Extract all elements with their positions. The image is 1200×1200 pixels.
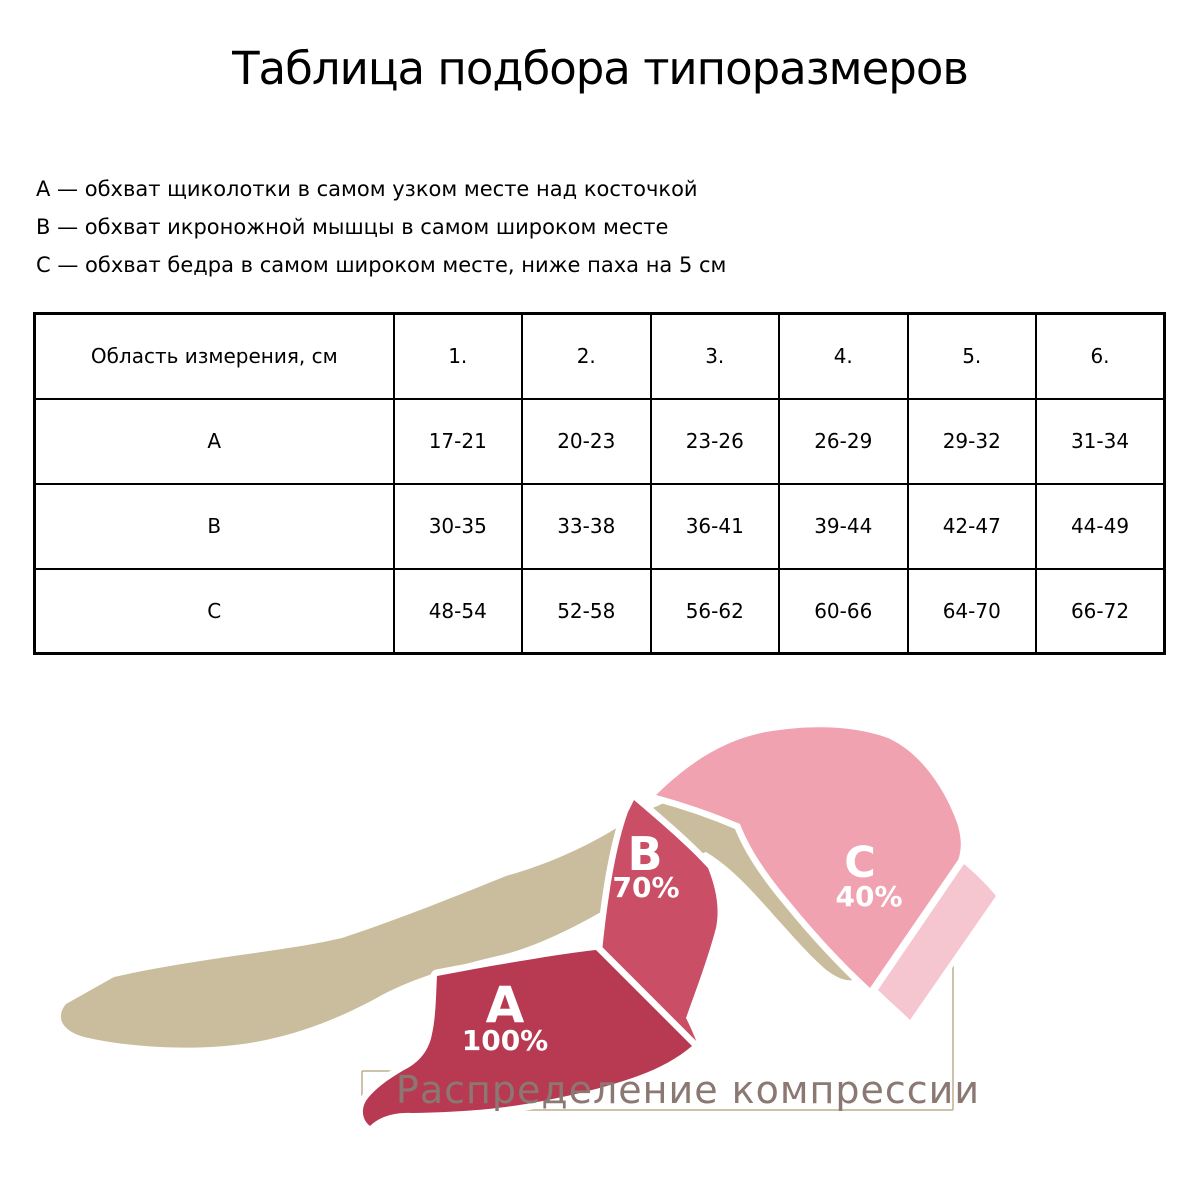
table-header-size-6: 6. bbox=[1035, 312, 1166, 400]
table-header-size-4: 4. bbox=[778, 312, 909, 400]
table-cell: 56-62 bbox=[649, 567, 780, 655]
table-cell: 31-34 bbox=[1035, 397, 1166, 485]
table-cell: 44-49 bbox=[1035, 482, 1166, 570]
zone-a-percent: 100% bbox=[462, 1024, 549, 1057]
table-cell: 39-44 bbox=[778, 482, 909, 570]
zone-a-shape bbox=[356, 943, 699, 1133]
zone-b-shape bbox=[595, 793, 725, 1053]
table-cell: 20-23 bbox=[521, 397, 652, 485]
row-label: C bbox=[33, 567, 395, 655]
size-table: Область измерения, см 1. 2. 3. 4. 5. 6. … bbox=[33, 312, 1166, 655]
row-label: B bbox=[33, 482, 395, 570]
table-header-size-3: 3. bbox=[649, 312, 780, 400]
illustration-caption: Распределение компрессии bbox=[396, 1068, 980, 1112]
zone-c-light-band bbox=[873, 859, 1001, 1025]
table-header-size-1: 1. bbox=[392, 312, 523, 400]
legend-line-c: С — обхват бедра в самом широком месте, … bbox=[36, 253, 727, 277]
table-row-b: B 30-35 33-38 36-41 39-44 42-47 44-49 bbox=[33, 482, 1166, 570]
table-cell: 36-41 bbox=[649, 482, 780, 570]
table-cell: 52-58 bbox=[521, 567, 652, 655]
table-header-row: Область измерения, см 1. 2. 3. 4. 5. 6. bbox=[33, 312, 1166, 400]
table-cell: 64-70 bbox=[906, 567, 1037, 655]
compression-illustration: A 100% B 70% C 40% Распределение компрес… bbox=[60, 720, 1001, 1133]
table-header-size-2: 2. bbox=[521, 312, 652, 400]
table-row-c: C 48-54 52-58 56-62 60-66 64-70 66-72 bbox=[33, 567, 1166, 655]
zone-b-label: B bbox=[627, 827, 662, 881]
table-header-size-5: 5. bbox=[906, 312, 1037, 400]
page-title: Таблица подбора типоразмеров bbox=[232, 42, 969, 95]
table-cell: 17-21 bbox=[392, 397, 523, 485]
table-row-a: A 17-21 20-23 23-26 26-29 29-32 31-34 bbox=[33, 397, 1166, 485]
legend-line-b: В — обхват икроножной мышцы в самом широ… bbox=[36, 215, 669, 239]
zone-b-percent: 70% bbox=[612, 871, 679, 904]
zone-c-shape bbox=[649, 720, 968, 995]
table-cell: 29-32 bbox=[906, 397, 1037, 485]
zone-c-percent: 40% bbox=[835, 880, 902, 913]
table-cell: 26-29 bbox=[778, 397, 909, 485]
table-cell: 60-66 bbox=[778, 567, 909, 655]
table-cell: 30-35 bbox=[392, 482, 523, 570]
table-cell: 23-26 bbox=[649, 397, 780, 485]
row-label: A bbox=[33, 397, 395, 485]
zone-a-label: A bbox=[486, 976, 525, 1034]
table-cell: 48-54 bbox=[392, 567, 523, 655]
table-cell: 33-38 bbox=[521, 482, 652, 570]
zone-c-label: C bbox=[844, 838, 876, 888]
table-cell: 42-47 bbox=[906, 482, 1037, 570]
legend: А — обхват щиколотки в самом узком месте… bbox=[36, 170, 726, 284]
table-header-measure: Область измерения, см bbox=[33, 312, 395, 400]
legend-line-a: А — обхват щиколотки в самом узком месте… bbox=[36, 177, 698, 201]
table-cell: 66-72 bbox=[1035, 567, 1166, 655]
